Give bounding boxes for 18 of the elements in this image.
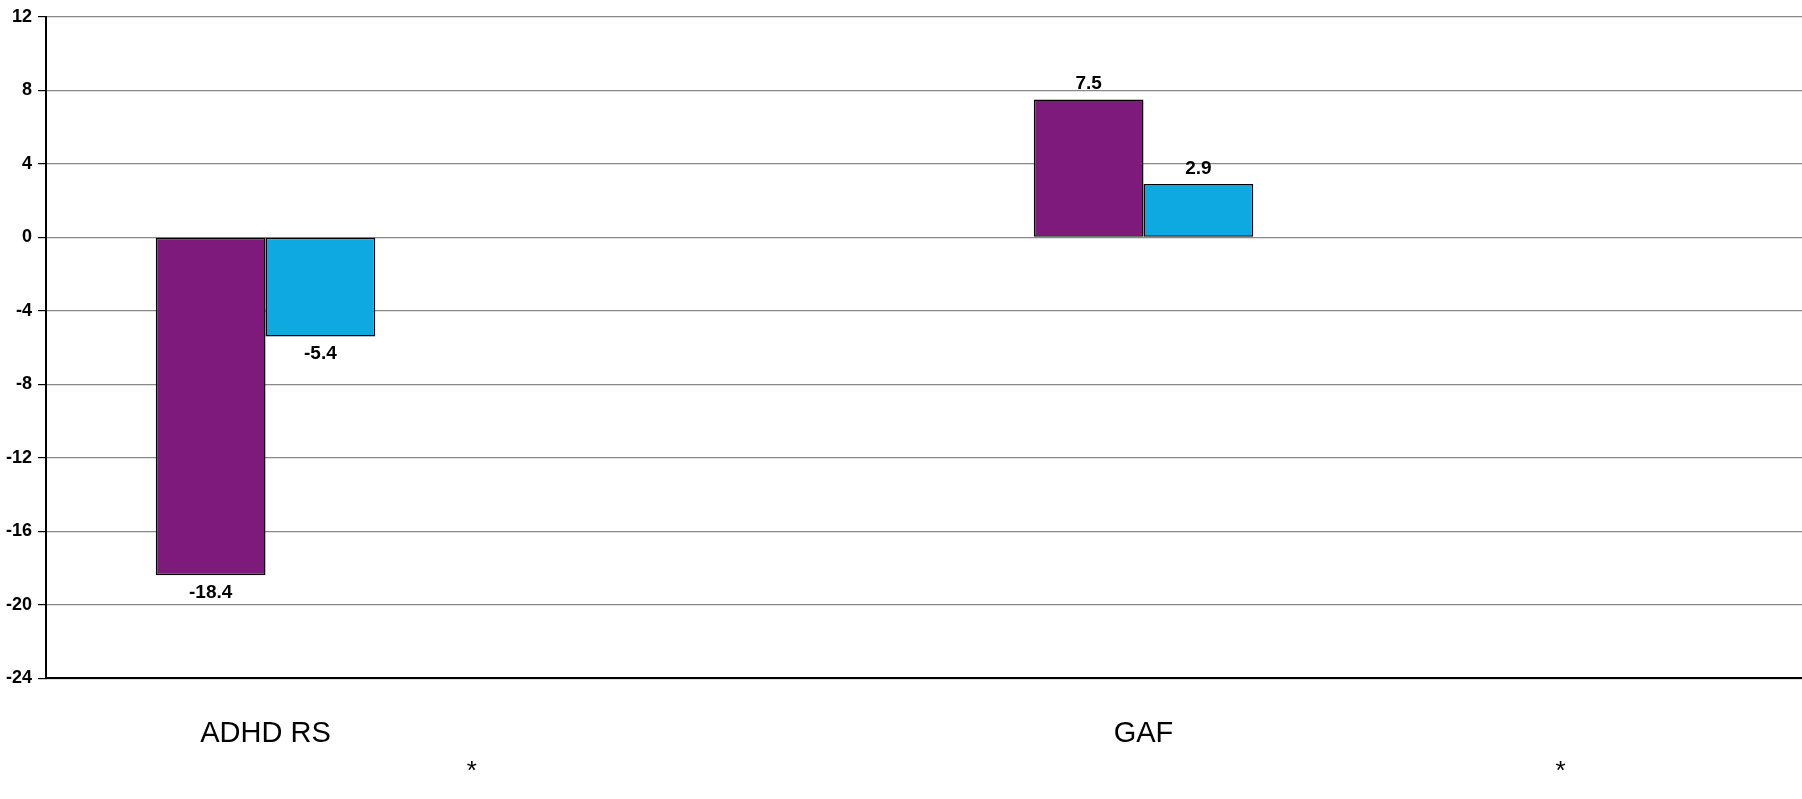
data-label: -5.4 [304,342,338,364]
data-label: 7.5 [1075,72,1103,94]
x-tick-label: ADHD RS [200,715,331,748]
y-tick-label: -12 [6,446,33,467]
y-tick-label: -24 [6,667,33,688]
data-label: -18.4 [188,581,233,603]
y-tick-label: 8 [22,79,33,100]
y-tick-label: -4 [16,299,33,320]
y-tick-label: 12 [11,5,33,26]
y-tick-label: -20 [6,593,33,614]
data-label: 2.9 [1185,156,1212,178]
text: * [466,755,477,786]
text: * [1555,755,1566,786]
y-tick-label: 0 [22,226,33,247]
y-tick-label: -16 [6,520,33,541]
x-tick-label: GAF [1113,715,1174,748]
y-tick-label: -8 [16,373,33,394]
y-tick-label: 4 [22,152,33,173]
